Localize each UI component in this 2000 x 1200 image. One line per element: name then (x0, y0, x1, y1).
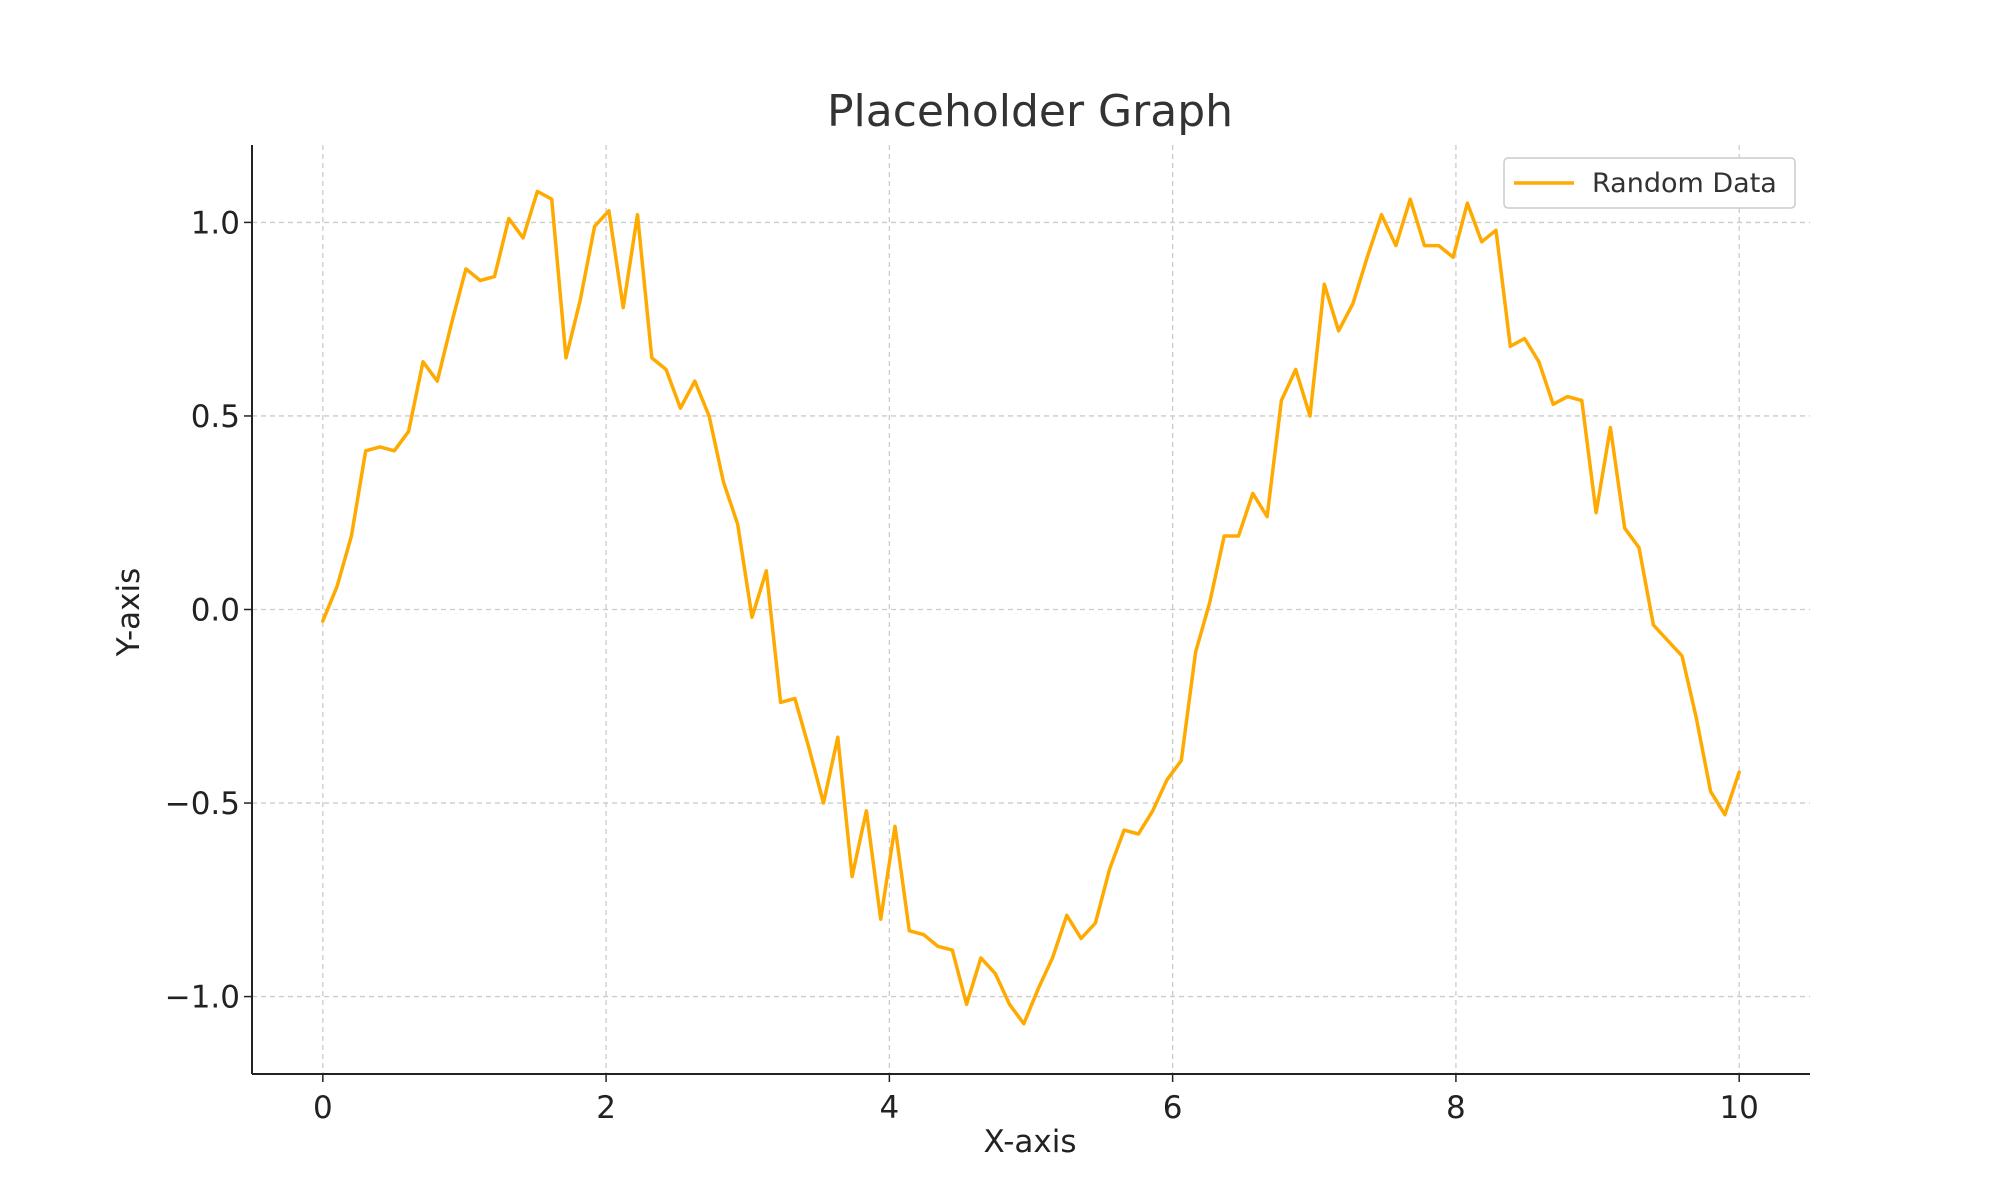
legend-box (1503, 157, 1796, 209)
grid (252, 145, 1810, 1074)
x-tick-label: 6 (1163, 1090, 1183, 1126)
y-axis-label: Y-axis (111, 568, 147, 658)
axes (244, 145, 1810, 1082)
legend-label: Random Data (1592, 168, 1777, 199)
tick-labels: 0 2 4 6 8 10 1.0 0.5 0.0 −0.5 −1.0 (165, 205, 1759, 1126)
y-tick-label: 0.5 (191, 399, 240, 435)
y-tick-label: −0.5 (165, 786, 240, 822)
y-tick-label: 0.0 (191, 593, 240, 629)
x-tick-label: 10 (1719, 1090, 1758, 1126)
x-tick-label: 4 (879, 1090, 899, 1126)
x-tick-label: 0 (313, 1090, 333, 1126)
y-tick-label: 1.0 (191, 205, 240, 241)
series-line-random-data (321, 189, 1741, 1026)
x-tick-label: 2 (596, 1090, 616, 1126)
chart-title: Placeholder Graph (827, 86, 1233, 137)
x-tick-label: 8 (1446, 1090, 1466, 1126)
x-axis-label: X-axis (984, 1124, 1077, 1160)
legend: Random Data (1503, 157, 1796, 209)
series-layer (321, 189, 1741, 1026)
y-tick-label: −1.0 (165, 980, 240, 1016)
